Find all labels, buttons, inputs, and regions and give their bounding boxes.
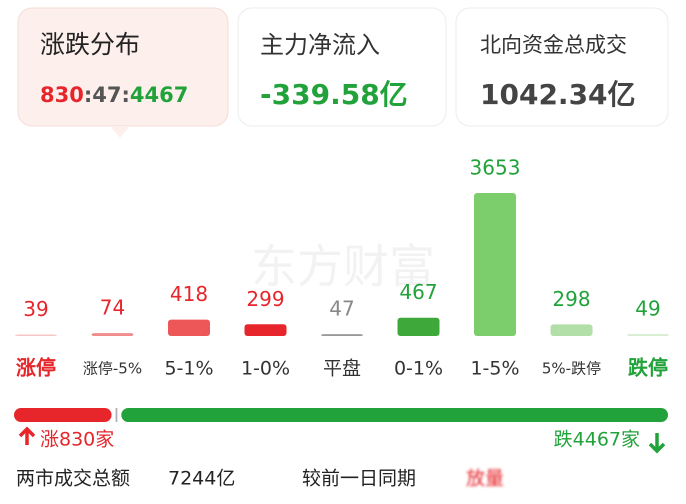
bar bbox=[550, 324, 593, 336]
footer-value: 7244亿 bbox=[168, 468, 235, 490]
compare-label: 较前一日同期 bbox=[302, 468, 416, 490]
bar bbox=[168, 319, 210, 336]
value-label: 298 bbox=[552, 287, 590, 311]
card-title: 涨跌分布 bbox=[40, 30, 140, 59]
up-arrow bbox=[18, 426, 36, 445]
bar bbox=[244, 324, 287, 336]
card-pointer bbox=[110, 126, 130, 138]
compare-value: 放量 bbox=[466, 468, 504, 490]
category-label: 0-1% bbox=[394, 358, 443, 380]
separator: : bbox=[121, 83, 129, 107]
breadth-bar bbox=[14, 408, 669, 422]
value-label: 418 bbox=[170, 282, 208, 306]
bar bbox=[397, 317, 440, 336]
down-count: 4467 bbox=[130, 83, 188, 107]
value-label: 299 bbox=[246, 287, 284, 311]
value-label: 39 bbox=[23, 297, 48, 321]
value-label: 47 bbox=[329, 297, 354, 321]
watermark: 东方财富 bbox=[251, 240, 435, 294]
flat-segment bbox=[115, 408, 118, 422]
card-value: 1042.34亿 bbox=[480, 78, 636, 111]
card-title: 北向资金总成交 bbox=[480, 33, 627, 57]
category-label: 1-0% bbox=[241, 358, 290, 380]
up-text: 涨830家 bbox=[40, 429, 114, 451]
footer-label: 两市成交总额 bbox=[16, 468, 130, 490]
up-count: 830 bbox=[40, 83, 84, 107]
category-label: 涨停-5% bbox=[83, 360, 142, 378]
down-text: 跌4467家 bbox=[554, 429, 640, 451]
down-segment bbox=[121, 408, 669, 422]
bar bbox=[474, 193, 516, 336]
card-value: -339.58亿 bbox=[260, 78, 408, 111]
card-northbound[interactable] bbox=[455, 7, 669, 127]
card-distribution[interactable] bbox=[17, 7, 229, 127]
category-label: 平盘 bbox=[323, 358, 361, 380]
category-label: 涨停 bbox=[16, 356, 56, 380]
down-arrow bbox=[648, 433, 666, 454]
bar bbox=[321, 334, 363, 336]
value-label: 74 bbox=[100, 296, 125, 320]
flat-count: 47 bbox=[92, 83, 121, 107]
card-main-flow[interactable] bbox=[237, 7, 447, 127]
ratio-text: 830:47:4467 bbox=[40, 83, 188, 107]
value-label: 467 bbox=[399, 280, 437, 304]
category-label: 1-5% bbox=[470, 358, 519, 380]
distribution-chart: 39 涨停 74 涨停-5% 418 5-1% 299 1-0% 47 平盘 467 0-1% 3653… bbox=[15, 156, 669, 380]
up-segment bbox=[14, 408, 112, 422]
value-label: 49 bbox=[635, 297, 660, 321]
category-label: 跌停 bbox=[628, 356, 668, 380]
separator: : bbox=[84, 83, 92, 107]
card-title: 主力净流入 bbox=[260, 31, 380, 59]
category-label: 5%-跌停 bbox=[542, 360, 601, 378]
value-label: 3653 bbox=[470, 156, 521, 180]
bar bbox=[627, 334, 669, 336]
bar bbox=[91, 333, 134, 336]
bar bbox=[15, 334, 57, 336]
category-label: 5-1% bbox=[164, 358, 213, 380]
